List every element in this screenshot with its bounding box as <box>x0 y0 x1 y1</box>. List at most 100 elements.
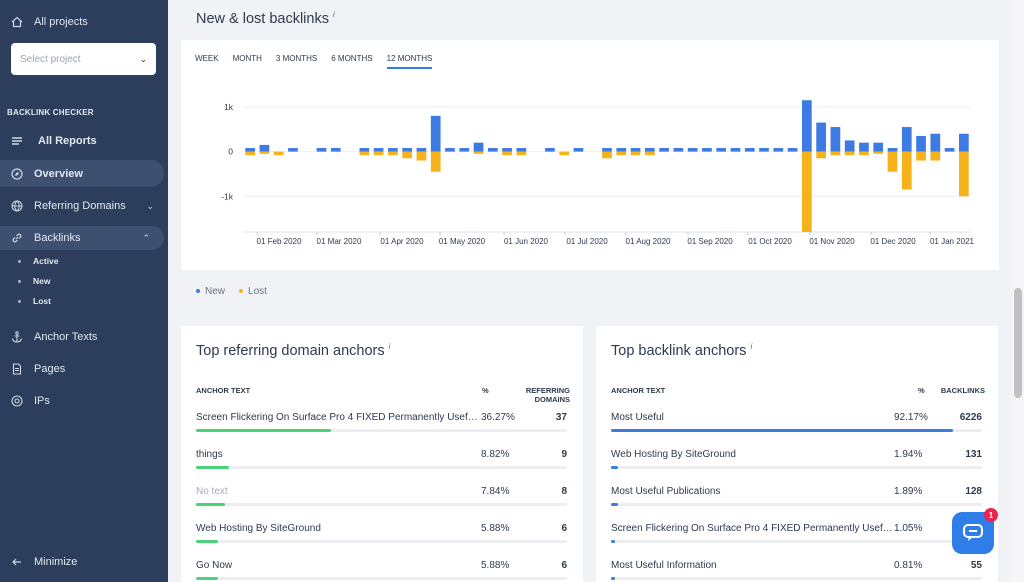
new-backlinks-bar[interactable] <box>844 140 855 152</box>
new-backlinks-bar[interactable] <box>516 148 527 152</box>
new-backlinks-bar[interactable] <box>816 122 826 152</box>
lost-backlinks-bar[interactable] <box>373 151 384 156</box>
new-backlinks-bar[interactable] <box>445 148 455 152</box>
new-backlinks-bar[interactable] <box>759 148 769 152</box>
lost-backlinks-bar[interactable] <box>644 151 655 156</box>
lost-backlinks-bar[interactable] <box>416 151 427 161</box>
sidebar-subitem-active[interactable]: Active <box>0 256 59 266</box>
new-backlinks-bar[interactable] <box>644 148 655 152</box>
scrollbar-thumb[interactable] <box>1014 288 1022 398</box>
new-backlinks-bar[interactable] <box>316 148 327 152</box>
new-backlinks-bar[interactable] <box>430 115 441 152</box>
new-backlinks-bar[interactable] <box>388 148 398 152</box>
table-row[interactable]: Screen Flickering On Surface Pro 4 FIXED… <box>611 523 988 560</box>
lost-backlinks-bar[interactable] <box>930 151 941 161</box>
lost-backlinks-bar[interactable] <box>816 151 826 159</box>
all-projects-link[interactable]: All projects <box>0 14 168 30</box>
new-backlinks-bar[interactable] <box>359 148 370 152</box>
lost-backlinks-bar[interactable] <box>430 151 441 172</box>
minimize-button[interactable]: Minimize <box>0 554 168 570</box>
new-backlinks-bar[interactable] <box>773 148 784 152</box>
tab-week[interactable]: WEEK <box>195 54 219 63</box>
info-icon[interactable]: i <box>333 10 335 19</box>
new-backlinks-bar[interactable] <box>944 148 955 152</box>
lost-backlinks-bar[interactable] <box>602 151 612 159</box>
new-backlinks-bar[interactable] <box>673 148 684 152</box>
new-backlinks-bar[interactable] <box>873 142 884 152</box>
lost-backlinks-bar[interactable] <box>844 151 855 156</box>
table-row[interactable]: No text 7.84% 8 <box>196 486 573 523</box>
count-value[interactable]: 128 <box>965 486 982 497</box>
new-backlinks-bar[interactable] <box>259 144 270 152</box>
new-backlinks-bar[interactable] <box>887 148 898 152</box>
count-value[interactable]: 37 <box>555 412 567 423</box>
new-backlinks-bar[interactable] <box>288 148 298 152</box>
info-icon[interactable]: i <box>750 342 753 351</box>
new-backlinks-bar[interactable] <box>545 148 555 152</box>
new-backlinks-bar[interactable] <box>916 135 926 152</box>
table-row[interactable]: Most Useful Publications 1.89% 128 <box>611 486 988 523</box>
all-reports-link[interactable]: All Reports <box>0 132 168 150</box>
count-value[interactable]: 6 <box>561 560 567 571</box>
legend-new[interactable]: New <box>196 286 225 297</box>
lost-backlinks-bar[interactable] <box>916 151 926 161</box>
new-backlinks-bar[interactable] <box>901 127 912 152</box>
legend-lost[interactable]: Lost <box>239 286 267 297</box>
col-percent[interactable]: % <box>482 386 489 395</box>
sidebar-item-overview[interactable]: Overview <box>0 160 164 187</box>
sidebar-item-backlinks[interactable]: Backlinks ⌃ <box>0 226 164 250</box>
lost-backlinks-bar[interactable] <box>388 151 398 156</box>
page-scrollbar[interactable] <box>1012 0 1024 582</box>
tab-6-months[interactable]: 6 MONTHS <box>331 54 373 63</box>
count-value[interactable]: 6226 <box>959 412 982 423</box>
info-icon[interactable]: i <box>388 342 391 351</box>
lost-backlinks-bar[interactable] <box>873 151 884 154</box>
lost-backlinks-bar[interactable] <box>559 151 570 156</box>
new-backlinks-bar[interactable] <box>930 133 941 152</box>
tab-12-months[interactable]: 12 MONTHS <box>386 54 433 69</box>
new-backlinks-bar[interactable] <box>959 133 969 152</box>
chat-widget-button[interactable]: 1 <box>952 508 998 554</box>
count-value[interactable]: 9 <box>561 449 567 460</box>
lost-backlinks-bar[interactable] <box>359 151 370 156</box>
new-backlinks-bar[interactable] <box>473 142 484 152</box>
lost-backlinks-bar[interactable] <box>473 151 484 154</box>
new-backlinks-bar[interactable] <box>573 148 584 152</box>
lost-backlinks-bar[interactable] <box>801 151 812 232</box>
table-row[interactable]: Screen Flickering On Surface Pro 4 FIXED… <box>196 412 573 449</box>
col-anchor-text[interactable]: ANCHOR TEXT <box>196 386 251 395</box>
lost-backlinks-bar[interactable] <box>516 151 527 156</box>
sidebar-subitem-new[interactable]: New <box>0 276 50 286</box>
table-row[interactable]: Web Hosting By SiteGround 5.88% 6 <box>196 523 573 560</box>
new-backlinks-bar[interactable] <box>744 148 755 152</box>
new-backlinks-bar[interactable] <box>787 148 798 152</box>
table-row[interactable]: Most Useful 92.17% 6226 <box>611 412 988 449</box>
count-value[interactable]: 55 <box>970 560 982 571</box>
lost-backlinks-bar[interactable] <box>616 151 627 156</box>
new-backlinks-bar[interactable] <box>730 148 741 152</box>
lost-backlinks-bar[interactable] <box>859 151 869 156</box>
table-row[interactable]: Web Hosting By SiteGround 1.94% 131 <box>611 449 988 486</box>
tab-3-months[interactable]: 3 MONTHS <box>275 54 318 63</box>
count-value[interactable]: 6 <box>561 523 567 534</box>
new-backlinks-bar[interactable] <box>245 148 255 152</box>
table-row[interactable]: Go Now 5.88% 6 <box>196 560 573 582</box>
lost-backlinks-bar[interactable] <box>959 151 969 197</box>
lost-backlinks-bar[interactable] <box>502 151 512 156</box>
col-percent[interactable]: % <box>918 386 925 395</box>
sidebar-item-anchor-texts[interactable]: Anchor Texts <box>0 329 168 345</box>
count-value[interactable]: 8 <box>561 486 567 497</box>
sidebar-subitem-lost[interactable]: Lost <box>0 296 51 306</box>
new-backlinks-bar[interactable] <box>716 148 727 152</box>
new-backlinks-bar[interactable] <box>402 148 413 152</box>
new-backlinks-bar[interactable] <box>373 148 384 152</box>
tab-month[interactable]: MONTH <box>232 54 262 63</box>
new-backlinks-bar[interactable] <box>330 148 341 152</box>
lost-backlinks-bar[interactable] <box>630 151 641 156</box>
new-backlinks-bar[interactable] <box>687 148 698 152</box>
col-referring-domains[interactable]: REFERRING DOMAINS <box>524 386 570 404</box>
lost-backlinks-bar[interactable] <box>245 151 255 156</box>
table-row[interactable]: things 8.82% 9 <box>196 449 573 486</box>
col-backlinks[interactable]: BACKLINKS <box>940 386 985 395</box>
new-backlinks-bar[interactable] <box>659 148 669 152</box>
